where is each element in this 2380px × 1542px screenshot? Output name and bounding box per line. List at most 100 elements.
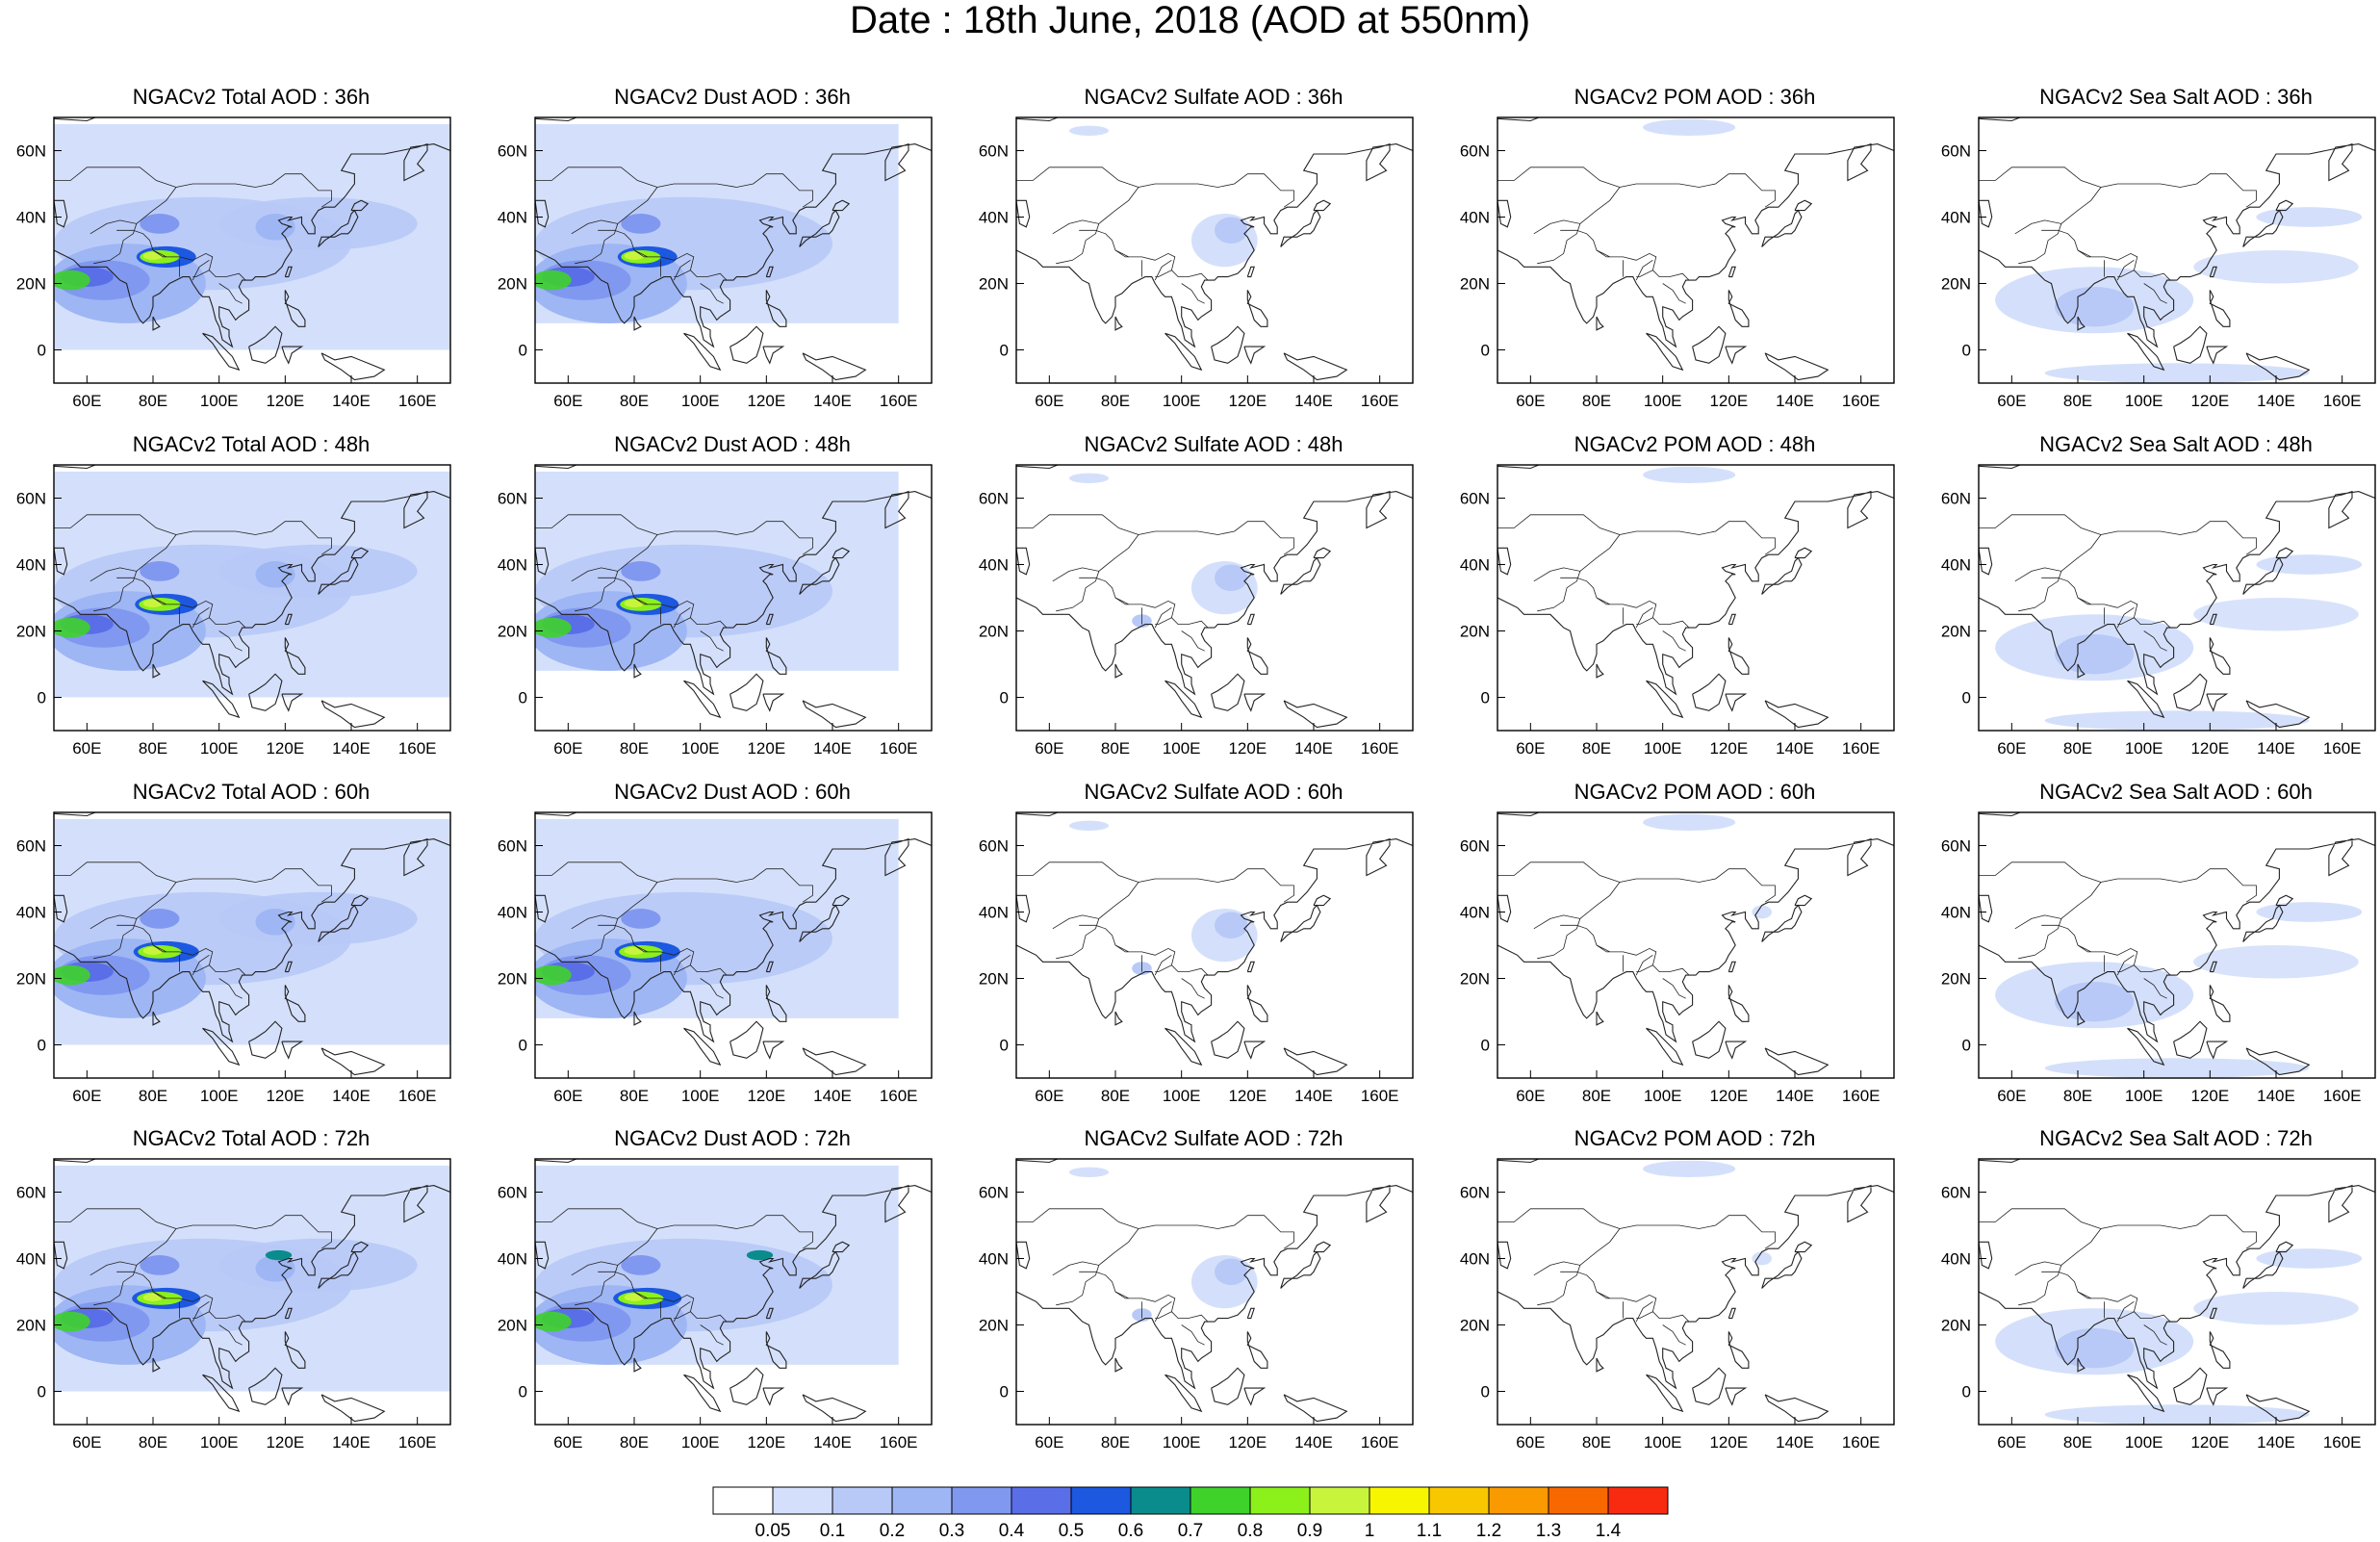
country-border [1016, 514, 1139, 535]
y-tick-label: 40N [1460, 1250, 1490, 1269]
coastline [2173, 1367, 2208, 1405]
coastline [535, 1184, 932, 1390]
country-border [152, 597, 166, 605]
coastline [1016, 894, 1031, 923]
coastline [1596, 1357, 1604, 1373]
coastline [202, 1374, 241, 1413]
coastline [683, 1027, 722, 1067]
x-tick-label: 160E [880, 1087, 918, 1105]
x-tick-label: 140E [2257, 739, 2295, 758]
country-border [2060, 868, 2257, 919]
coastline [535, 837, 932, 1043]
map-panel: NGACv2 Sea Salt AOD : 36h 60E 80E 100E 120E 1… [1926, 85, 2376, 410]
coastline [1211, 673, 1245, 711]
coastline [54, 1184, 450, 1390]
y-tick-label: 20N [16, 1317, 46, 1335]
map-plot: 60E 80E 100E 120E 140E 160E 60N 40N 20N 0 [979, 464, 1414, 758]
map-plot: 60E 80E 100E 120E 140E 160E 60N 40N 20N 0 [498, 811, 933, 1105]
axes-frame [1497, 116, 1895, 384]
country-border [1181, 283, 1205, 304]
coastline [535, 547, 550, 576]
y-tick-label: 60N [16, 142, 46, 161]
coastline [1646, 1374, 1684, 1413]
coastline [1313, 1241, 1332, 1253]
coastline [1243, 346, 1267, 365]
panel-title: NGACv2 Sea Salt AOD : 48h [2039, 432, 2313, 456]
country-border [2143, 630, 2167, 652]
coastline [1497, 837, 1894, 1043]
x-tick-label: 100E [2125, 739, 2163, 758]
panel-title: NGACv2 Sulfate AOD : 48h [1084, 432, 1344, 456]
axes-frame [534, 464, 933, 732]
x-tick-label: 120E [1228, 392, 1267, 410]
x-tick-label: 120E [266, 392, 304, 410]
coastline [765, 266, 774, 278]
y-tick-label: 20N [1460, 1317, 1490, 1335]
y-tick-label: 40N [1941, 904, 1971, 922]
aod-field [140, 214, 180, 234]
aod-field [142, 251, 164, 261]
coastline [1283, 1047, 1348, 1076]
coastline [1164, 1374, 1203, 1413]
aod-field [621, 1255, 661, 1275]
country-border [1579, 1215, 1776, 1266]
x-tick-label: 80E [1582, 1087, 1611, 1105]
aod-field [142, 1293, 164, 1302]
country-border [2134, 617, 2171, 629]
x-tick-label: 100E [2125, 1433, 2163, 1452]
aod-field [746, 1249, 774, 1261]
aod-field [2054, 633, 2135, 675]
coastline [762, 1387, 785, 1406]
x-tick-label: 100E [200, 1087, 239, 1105]
country-border [2077, 944, 2091, 953]
figure-title: Date : 18th June, 2018 (AOD at 550nm) [849, 0, 1531, 41]
country-border [2041, 229, 2138, 277]
country-border [192, 259, 210, 281]
x-tick-label: 100E [200, 739, 239, 758]
y-tick-label: 20N [1460, 275, 1490, 294]
x-tick-label: 160E [880, 392, 918, 410]
map-plot: 60E 80E 100E 120E 140E 160E 60N 40N 20N 0 [16, 811, 451, 1105]
colorbar-swatches [712, 1486, 1669, 1515]
aod-field [218, 544, 418, 598]
axes-frame [534, 811, 933, 1079]
colorbar-box [1130, 1486, 1191, 1515]
map-plot: 60E 80E 100E 120E 140E 160E 60N 40N 20N 0 [979, 811, 1414, 1105]
x-tick-label: 60E [1516, 392, 1545, 410]
y-tick-label: 40N [498, 556, 527, 575]
x-tick-label: 60E [553, 1433, 582, 1452]
map-plot: 60E 80E 100E 120E 140E 160E 60N 40N 20N 0 [1460, 1158, 1895, 1452]
coastline [1211, 1367, 1245, 1405]
x-tick-label: 60E [1997, 1087, 2026, 1105]
x-tick-label: 120E [266, 739, 304, 758]
y-tick-label: 20N [16, 275, 46, 294]
country-border [2116, 259, 2135, 281]
coastline [318, 904, 359, 942]
coastline [1725, 693, 1748, 712]
x-tick-label: 80E [1101, 1087, 1130, 1105]
y-tick-label: 40N [16, 556, 46, 575]
x-tick-label: 160E [398, 739, 437, 758]
aod-field [2256, 902, 2363, 922]
colorbar: 0.05 0.1 0.2 0.3 0.4 0.5 0.6 0.7 0.8 0.9 1 1.1 1.2 1.… [712, 1486, 1669, 1541]
coastline [802, 1394, 867, 1423]
map-plot: 60E 80E 100E 120E 140E 160E 60N 40N 20N 0 [1941, 116, 2376, 410]
country-border [690, 617, 728, 629]
coastline [1114, 663, 1123, 679]
y-tick-label: 20N [498, 970, 527, 989]
x-tick-label: 80E [1101, 1433, 1130, 1452]
coastline [284, 985, 306, 1022]
y-tick-label: 40N [1460, 209, 1490, 227]
aod-field [2044, 1404, 2310, 1425]
country-border [1533, 567, 1581, 612]
coastline [1114, 1357, 1123, 1373]
country-border [1497, 514, 1621, 535]
x-tick-label: 140E [2257, 1087, 2295, 1105]
coastline [54, 142, 450, 348]
country-border [1662, 1324, 1686, 1346]
coastline [1764, 352, 1830, 381]
aod-field [621, 214, 661, 234]
coastline [535, 894, 550, 923]
aod-field [265, 1249, 293, 1261]
coastline [54, 894, 68, 923]
